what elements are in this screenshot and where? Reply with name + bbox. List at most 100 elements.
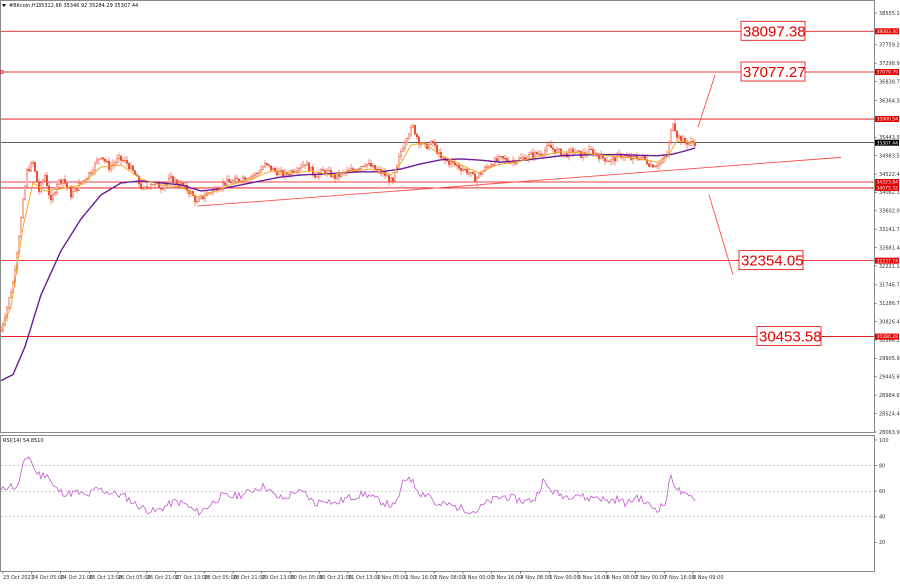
level-label: 32354.05 (741, 253, 804, 270)
candle-body (274, 168, 277, 172)
candle-body (614, 157, 617, 162)
candle-body (280, 170, 283, 172)
level-label-box (740, 20, 806, 41)
candle-body (54, 192, 57, 195)
candle-body (474, 173, 477, 183)
candle-body (640, 156, 643, 160)
level-label: 38097.38 (743, 23, 806, 40)
candle-body (350, 168, 353, 171)
candle-body (316, 176, 319, 178)
candle-body (175, 179, 178, 185)
time-tick-label: 24 Oct 21:00 (61, 575, 94, 581)
time-tick-label: 25 Oct 13:00 (89, 575, 122, 581)
candle-body (448, 160, 451, 165)
time-tick-label: 6 Nov 08:00 (607, 575, 638, 581)
candle-body (436, 145, 439, 154)
candle-body (496, 158, 499, 161)
candle-body (225, 179, 228, 186)
time-tick-label: 1 Nov 16:00 (406, 575, 437, 581)
candle-body (678, 135, 681, 138)
candle-body (36, 171, 39, 183)
candle-body (73, 187, 76, 192)
candle-body (260, 169, 263, 173)
candle-body (408, 134, 411, 139)
candle-body (414, 125, 417, 135)
support-trendline (196, 156, 842, 207)
candle-body (233, 177, 236, 181)
candle-body (532, 152, 535, 158)
time-tick-label: 7 Nov 00:00 (636, 575, 667, 581)
candle-body (642, 156, 645, 158)
candle-body (368, 162, 371, 165)
rsi-tick-label: 80 (879, 463, 885, 469)
candle-body (24, 186, 27, 201)
candle-body (612, 157, 615, 161)
candle-body (243, 177, 246, 180)
level-price-tag-text: 38083.40 (877, 29, 899, 35)
candle-body (432, 141, 435, 144)
candle-body (406, 137, 409, 143)
candle-body (608, 160, 611, 162)
price-tick-label: 36838.70 (879, 79, 900, 85)
candle-body (358, 168, 361, 170)
time-tick-label: 7 Nov 16:00 (664, 575, 695, 581)
candle-body (662, 158, 665, 163)
candle-body (113, 162, 116, 165)
price-tick-label: 30366.20 (879, 338, 900, 344)
candle-body (278, 171, 281, 176)
candle-body (58, 179, 61, 185)
candle-body (598, 155, 601, 160)
candle-body (201, 196, 204, 199)
candle-body (400, 150, 403, 157)
candle-body (370, 162, 373, 167)
candle-body (60, 179, 63, 184)
candle-body (129, 165, 132, 170)
candle-body (464, 168, 467, 170)
candle-body (197, 198, 200, 202)
candle-body (145, 186, 148, 188)
candle-body (147, 187, 150, 189)
candle-body (105, 161, 108, 163)
candle-body (672, 123, 675, 131)
candle-body (530, 152, 533, 155)
candles (0, 119, 697, 334)
candle-body (628, 156, 631, 158)
candle-body (149, 184, 152, 188)
candle-body (420, 143, 423, 145)
time-tick-label: 4 Nov 08:00 (521, 575, 552, 581)
candle-body (270, 165, 273, 171)
candle-body (245, 178, 248, 180)
candle-body (169, 175, 172, 179)
candle-body (454, 162, 457, 166)
candle-body (568, 149, 571, 158)
candle-body (674, 123, 677, 132)
candle-body (203, 195, 206, 199)
candle-body (264, 162, 267, 168)
candle-body (534, 151, 537, 158)
time-tick-label: 23 Oct 2023 (3, 575, 34, 581)
price-tick-label: 31746.75 (879, 283, 900, 289)
time-tick-label: 29 Oct 13:00 (262, 575, 295, 581)
candle-body (404, 142, 407, 149)
candle-body (46, 175, 49, 187)
candle-body (328, 170, 331, 172)
candle-body (288, 174, 291, 176)
candle-body (540, 153, 543, 156)
level-price-tag-text: 34075.32 (877, 186, 899, 192)
time-tick-label: 3 Nov 16:00 (492, 575, 523, 581)
chart-header-symbol: #Bitcoin,H1 (9, 3, 39, 9)
time-tick-label: 8 Nov 09:00 (693, 575, 724, 581)
level-marker (0, 70, 4, 74)
price-tick-label: 29445.60 (879, 375, 900, 381)
level-price-tag-text: 37079.79 (877, 70, 899, 76)
candle-body (115, 158, 118, 163)
rsi-header: RSI(14) 54.8510 (3, 438, 44, 444)
price-tick-label: 36364.35 (879, 98, 900, 104)
time-tick-label: 28 Oct 05:00 (204, 575, 237, 581)
candle-body (171, 175, 174, 183)
candle-body (390, 177, 393, 182)
candle-body (528, 154, 531, 159)
candle-body (195, 201, 198, 203)
candle-body (374, 164, 377, 170)
candle-body (676, 130, 679, 138)
